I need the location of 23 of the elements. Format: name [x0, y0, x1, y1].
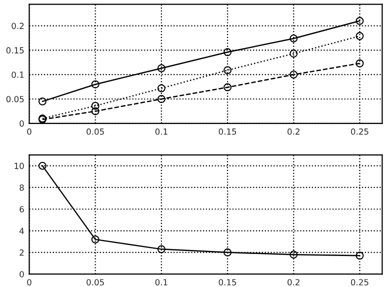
y-tick-label: 0.15	[6, 47, 24, 54]
x-tick-label: 0	[27, 279, 32, 286]
y-tick-label: 0.2	[12, 22, 24, 30]
y-tick-label: 0.05	[6, 96, 24, 102]
x-tick-label: 0.05	[86, 128, 104, 135]
y-tick-label: 0	[20, 271, 24, 278]
y-tick-label: 4	[19, 228, 24, 234]
y-tick-label: 0	[20, 120, 24, 127]
x-tick-label: 0.1	[155, 279, 168, 286]
y-tick-label: 10	[14, 162, 24, 170]
x-tick-label: 0.2	[288, 128, 300, 135]
x-tick-label: 0	[27, 128, 32, 135]
y-tick-label: 8	[20, 184, 24, 191]
x-tick-label: 0.05	[86, 279, 104, 286]
x-tick-label: 0.1	[155, 128, 168, 135]
x-tick-label: 0.15	[218, 128, 236, 135]
y-tick-label: 6	[20, 206, 24, 212]
x-tick-label: 0.2	[288, 279, 300, 286]
x-tick-label: 0.25	[351, 279, 368, 286]
y-tick-label: 0.1	[12, 72, 24, 78]
x-tick-label: 0.25	[351, 128, 368, 135]
x-tick-label: 0.15	[218, 279, 236, 286]
y-tick-label: 2	[20, 249, 24, 256]
